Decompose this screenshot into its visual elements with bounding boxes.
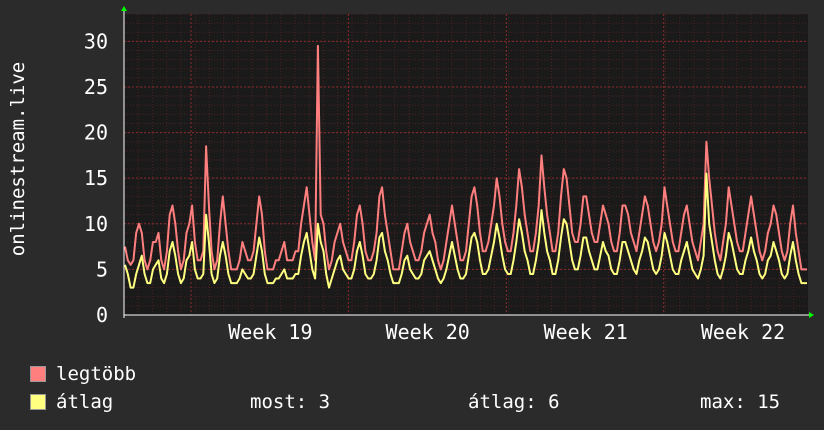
- legend-avg: átlag: [30, 391, 113, 413]
- stat-average: átlag: 6: [468, 391, 560, 413]
- stat-max: max: 15: [700, 391, 781, 413]
- y-tick-label: 5: [96, 257, 108, 281]
- y-tick-label: 30: [84, 29, 108, 53]
- legend-avg-label: átlag: [56, 391, 114, 413]
- legend-max: legtöbb: [30, 363, 136, 385]
- series-line-max: [124, 44, 807, 271]
- legend-max-swatch: [30, 366, 46, 382]
- y-tick-label: 0: [96, 303, 108, 327]
- stat-current: most: 3: [250, 391, 331, 413]
- grid: [124, 13, 808, 315]
- x-tick-label: Week 20: [386, 320, 470, 344]
- y-axis-ticks: 0 5 10 15 20 25 30: [84, 29, 108, 327]
- axes: [121, 6, 814, 318]
- legend-max-label: legtöbb: [56, 363, 137, 385]
- series-line-avg: [124, 172, 807, 289]
- x-tick-label: Week 22: [701, 320, 785, 344]
- y-axis-label: onlinestream.live: [7, 61, 29, 257]
- x-axis-ticks: Week 19 Week 20 Week 21 Week 22: [228, 320, 785, 344]
- y-tick-label: 15: [84, 166, 108, 190]
- series-group: [124, 44, 807, 289]
- y-tick-label: 25: [84, 75, 108, 99]
- legend-avg-swatch: [30, 394, 46, 410]
- x-tick-label: Week 21: [544, 320, 628, 344]
- x-axis-arrow: [809, 312, 814, 318]
- y-tick-label: 20: [84, 121, 108, 145]
- y-axis-arrow: [121, 6, 127, 11]
- x-tick-label: Week 19: [228, 320, 312, 344]
- y-tick-label: 10: [84, 212, 108, 236]
